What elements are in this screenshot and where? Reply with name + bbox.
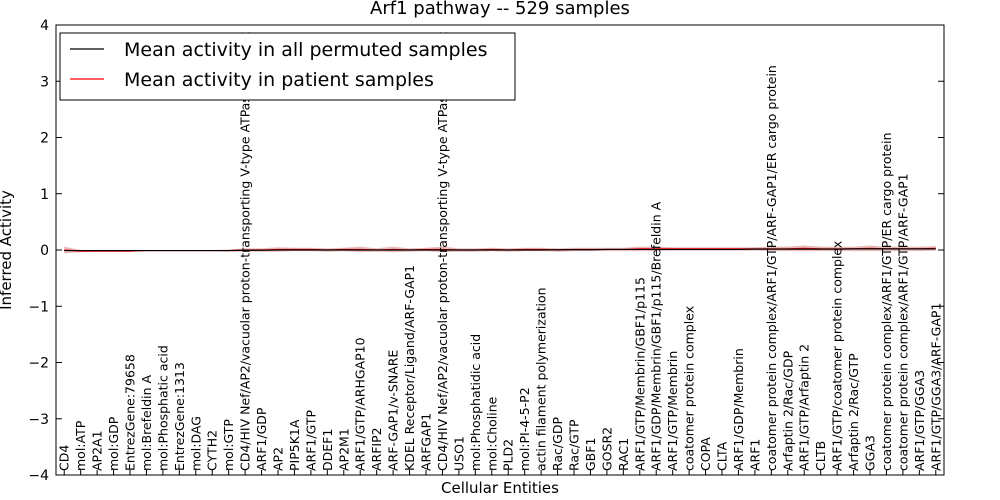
x-tick-label-37: ARF1/GTP/Membrin xyxy=(665,351,680,471)
legend-label-all: Mean activity in all permuted samples xyxy=(124,39,487,61)
x-tick-label-27: PLD2 xyxy=(501,439,516,471)
y-tick-label-8: 4 xyxy=(40,18,49,34)
x-tick-label-22: ARFGAP1 xyxy=(419,413,434,471)
x-tick-label-24: USO1 xyxy=(451,436,466,471)
x-tick-label-46: CLTB xyxy=(813,441,828,471)
y-tick-label-5: 1 xyxy=(40,187,49,203)
chart-title: Arf1 pathway -- 529 samples xyxy=(370,0,630,19)
x-tick-label-3: mol:GDP xyxy=(106,416,121,471)
x-tick-label-42: ARF1 xyxy=(747,439,762,471)
x-tick-label-16: DDEF1 xyxy=(320,429,335,471)
x-tick-label-40: CLTA xyxy=(715,441,730,471)
x-tick-label-43: coatomer protein complex/ARF1/GTP/ARF-GA… xyxy=(764,65,779,471)
x-tick-label-11: CD4/HIV Nef/AP2/vacuolar proton-transpor… xyxy=(238,32,253,471)
x-tick-label-52: ARF1/GTP/GGA3 xyxy=(912,370,927,471)
x-tick-label-48: Arfaptin 2/Rac/GTP xyxy=(846,353,861,471)
y-tick-label-1: −3 xyxy=(28,412,49,428)
x-tick-label-14: PIP5K1A xyxy=(287,419,302,471)
y-tick-label-6: 2 xyxy=(40,131,49,147)
x-tick-label-31: Rac/GTP xyxy=(567,419,582,471)
x-axis-label: Cellular Entities xyxy=(441,479,559,497)
x-tick-label-0: CD4 xyxy=(57,445,72,471)
x-tick-label-7: EntrezGene:1313 xyxy=(172,362,187,471)
x-tick-label-41: ARF1/GDP/Membrin xyxy=(731,348,746,471)
x-tick-label-28: mol:PI-4-5-P2 xyxy=(517,387,532,471)
x-tick-label-8: mol:DAG xyxy=(188,416,203,471)
x-tick-label-47: ARF1/GTP/coatomer protein complex xyxy=(830,241,845,471)
x-tick-label-38: coatomer protein complex xyxy=(682,306,697,471)
x-tick-label-26: mol:Choline xyxy=(484,396,499,471)
y-tick-label-0: −4 xyxy=(28,468,49,484)
y-tick-label-2: −2 xyxy=(28,356,49,372)
series-line-all-permuted xyxy=(64,248,936,252)
x-tick-label-12: ARF1/GDP xyxy=(254,407,269,471)
x-tick-label-35: ARF1/GTP/Membrin/GBF1/p115 xyxy=(632,277,647,471)
x-tick-label-50: coatomer protein complex/ARF1/GTP/ER car… xyxy=(879,132,894,471)
x-tick-label-6: mol:Phosphatic acid xyxy=(155,345,170,471)
x-tick-label-19: ARFIP2 xyxy=(369,427,384,471)
x-tick-label-25: mol:Phosphatidic acid xyxy=(468,334,483,471)
x-tick-label-5: mol:Brefeldin A xyxy=(139,374,154,471)
x-tick-label-13: AP2 xyxy=(271,447,286,471)
x-tick-label-44: Arfaptin 2/Rac/GDP xyxy=(780,350,795,471)
x-tick-label-39: COPA xyxy=(698,437,713,471)
x-tick-label-45: ARF1/GTP/Arfaptin 2 xyxy=(797,344,812,471)
y-axis-label: Inferred Activity xyxy=(0,190,15,310)
x-tick-label-30: Rac/GDP xyxy=(550,417,565,471)
x-tick-label-10: mol:GTP xyxy=(221,419,236,471)
x-tick-label-4: EntrezGene:79658 xyxy=(123,354,138,471)
y-tick-label-3: −1 xyxy=(28,299,49,315)
legend-label-patient: Mean activity in patient samples xyxy=(124,69,434,91)
x-tick-label-51: coatomer protein complex/ARF1/GTP/ARF-GA… xyxy=(895,173,910,471)
x-tick-label-15: ARF1/GTP xyxy=(303,410,318,471)
x-tick-label-34: RAC1 xyxy=(616,438,631,471)
x-tick-label-18: ARF1/GTP/ARHGAP10 xyxy=(353,337,368,471)
x-tick-label-32: GBF1 xyxy=(583,438,598,471)
x-tick-label-36: ARF1/GDP/Membrin/GBF1/p115/Brefeldin A xyxy=(649,201,664,471)
x-tick-label-1: mol:ATP xyxy=(73,420,88,471)
x-tick-label-29: actin filament polymerization xyxy=(534,287,549,471)
x-tick-label-2: AP2A1 xyxy=(90,430,105,471)
x-tick-label-53: ARF1/GTP/GGA3/ARF-GAP1 xyxy=(928,303,943,471)
x-tick-label-20: ARF-GAP1/v-SNARE xyxy=(386,350,401,471)
legend-box xyxy=(59,32,516,101)
x-tick-label-33: GOSR2 xyxy=(599,427,614,471)
y-tick-label-7: 3 xyxy=(40,74,49,90)
x-tick-label-9: CYTH2 xyxy=(205,430,220,471)
x-tick-label-17: AP2M1 xyxy=(336,428,351,471)
x-tick-label-21: KDEL Receptor/Ligand/ARF-GAP1 xyxy=(402,265,417,471)
legend: Mean activity in all permuted samples Me… xyxy=(59,32,516,101)
x-tick-label-49: GGA3 xyxy=(863,435,878,471)
y-tick-label-4: 0 xyxy=(40,243,49,259)
x-tick-label-23: CD4/HIV Nef/AP2/vacuolar proton-transpor… xyxy=(435,32,450,472)
